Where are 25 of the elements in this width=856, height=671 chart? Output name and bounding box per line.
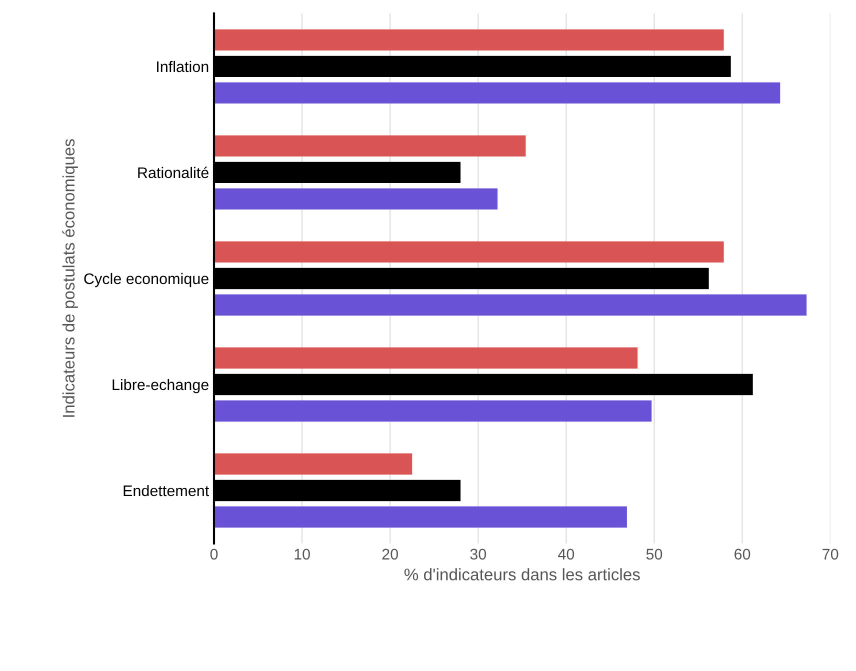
bar (214, 29, 724, 51)
x-tick-label: 70 (822, 548, 838, 560)
x-axis-title: % d'indicateurs dans les articles (404, 568, 640, 580)
y-tick-label: Rationalité (138, 166, 208, 178)
x-tick-label: 40 (558, 548, 574, 560)
bar (214, 453, 412, 475)
y-axis-title: Indicateurs de postulats économiques (62, 139, 78, 417)
x-tick-label: 30 (470, 548, 486, 560)
bar (214, 400, 652, 422)
x-tick-label: 0 (210, 548, 218, 560)
bar (214, 347, 638, 369)
bar (214, 135, 526, 157)
bar (214, 506, 627, 528)
bar (214, 241, 724, 263)
bar (214, 82, 780, 104)
x-tick-label: 20 (382, 548, 398, 560)
bar (214, 188, 498, 210)
x-tick-label: 10 (294, 548, 310, 560)
y-tick-label: Endettement (124, 484, 210, 496)
y-tick-label: Libre-echange (112, 378, 208, 394)
y-tick-label: Cycle economique (84, 272, 208, 288)
y-tick-label: Inflation (157, 60, 208, 72)
x-tick-label: 60 (734, 548, 750, 560)
x-tick-label: 50 (646, 548, 662, 560)
bar (214, 294, 807, 316)
